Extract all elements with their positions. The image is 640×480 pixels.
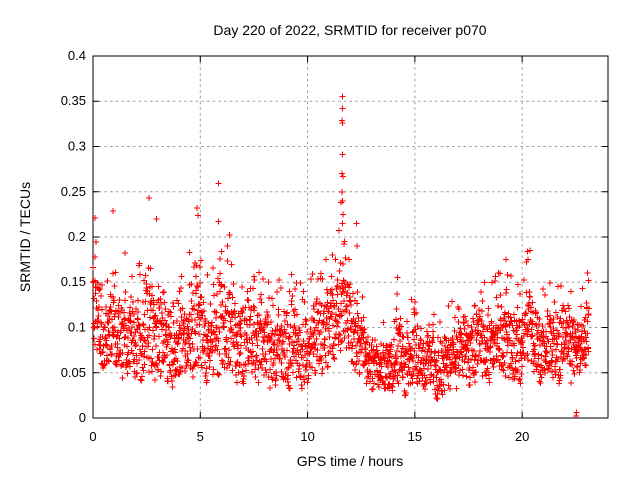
y-axis-label: SRMTID / TECUs <box>17 182 33 292</box>
y-tick-labels: 0 0.05 0.1 0.15 0.2 0.25 0.3 0.35 0.4 <box>61 48 86 425</box>
y-tick-label: 0.2 <box>68 229 86 244</box>
y-tick-label: 0.35 <box>61 93 86 108</box>
axis-ticks <box>92 55 608 419</box>
x-tick-label: 0 <box>89 429 96 444</box>
x-tick-labels: 0 5 10 15 20 <box>89 429 529 444</box>
x-tick-label: 5 <box>197 429 204 444</box>
y-tick-label: 0.3 <box>68 139 86 154</box>
x-tick-label: 10 <box>300 429 314 444</box>
y-tick-label: 0.05 <box>61 365 86 380</box>
y-tick-label: 0 <box>79 410 86 425</box>
y-tick-label: 0.4 <box>68 48 86 63</box>
data-points <box>90 93 592 419</box>
y-tick-label: 0.15 <box>61 274 86 289</box>
chart-title: Day 220 of 2022, SRMTID for receiver p07… <box>213 22 486 38</box>
x-axis-label: GPS time / hours <box>297 453 404 469</box>
y-tick-label: 0.1 <box>68 320 86 335</box>
y-tick-label: 0.25 <box>61 184 86 199</box>
x-tick-label: 20 <box>515 429 529 444</box>
x-tick-label: 15 <box>408 429 422 444</box>
